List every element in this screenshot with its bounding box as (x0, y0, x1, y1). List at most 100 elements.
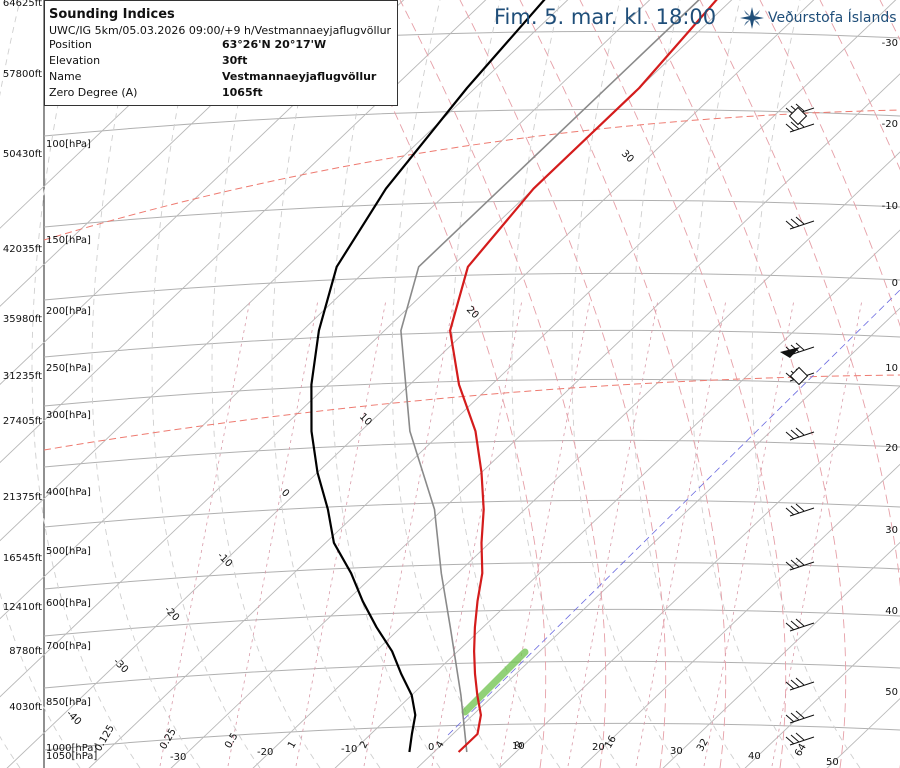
tropopause-marker (789, 366, 809, 386)
wind-barb-flag (785, 561, 795, 570)
height-guide-line (43, 439, 900, 468)
indices-model-line: UWC/IG 5km/05.03.2026 09:00/+9 h/Vestman… (49, 24, 392, 37)
dry-adiabat-line (571, 0, 681, 768)
wind-barb-flag (795, 677, 805, 686)
wind-barb-flag (790, 218, 800, 227)
wind-barb-flag (795, 710, 805, 719)
isotherm-line (0, 0, 569, 542)
wind-barb-flag (785, 681, 795, 690)
moist-adiabat-line (639, 0, 847, 768)
mixing-ratio-line (635, 299, 727, 767)
parcel-profile (400, 0, 700, 753)
pressure-label: 1000[hPa] (46, 743, 97, 754)
height-guide-line (43, 199, 900, 228)
dry-adiabat-line (151, 0, 261, 768)
isotherm-label: -30 (170, 752, 186, 763)
isotherm-line (6, 0, 815, 768)
skew-temperature-label: -10 (215, 550, 234, 569)
dry-adiabat-line (91, 0, 201, 768)
isotherm-line (580, 463, 900, 768)
wind-barb-flag (785, 736, 795, 745)
wind-barb-flag (790, 121, 800, 130)
lower-guide-line (43, 374, 900, 451)
height-label: 35980ft (3, 314, 42, 325)
forecast-time-title: Fim. 5. mar. kl. 18:00 (494, 5, 717, 29)
dry-adiabat-line (211, 0, 321, 768)
height-label: 4030ft (9, 702, 42, 713)
mixing-ratio-label: 4 (434, 739, 447, 750)
shaded-layer-band (461, 648, 529, 716)
pressure-label: 1050[hPa] (46, 751, 97, 762)
dry-adiabat-line (0, 0, 81, 768)
right-axis-label: -30 (882, 38, 898, 49)
freezing-guide-line (447, 289, 900, 736)
isotherm-line (88, 0, 897, 768)
wind-barb-flag (785, 123, 795, 132)
brand-name: Veðurstofa Íslands (768, 10, 897, 26)
isotherm-label: 40 (748, 751, 761, 762)
moist-adiabat-line (339, 0, 547, 768)
height-guide-line (43, 108, 900, 137)
isotherm-line (416, 307, 900, 768)
height-guide-line (43, 329, 900, 358)
pressure-label: 200[hPa] (46, 306, 91, 317)
moist-adiabat-line (399, 0, 607, 768)
right-axis-label: 20 (885, 443, 898, 454)
pressure-label: 600[hPa] (46, 598, 91, 609)
mixing-ratio-label: 1 (286, 739, 299, 750)
wind-barb-flag (790, 734, 800, 743)
right-axis-label: 30 (885, 525, 898, 536)
mixing-ratio-line (363, 299, 455, 767)
height-guide-line (43, 499, 900, 528)
wind-barb-flag (785, 220, 795, 229)
mixing-ratio-line (159, 299, 251, 767)
mixing-ratio-line (499, 299, 591, 767)
height-label: 42035ft (3, 244, 42, 255)
indices-row: Zero Degree (A) 1065ft (49, 85, 393, 101)
height-label: 8780ft (9, 646, 42, 657)
wind-barb-flag (795, 342, 805, 351)
wind-barb-flag (790, 559, 800, 568)
dry-adiabat-line (31, 0, 141, 768)
skew-temperature-label: -30 (111, 656, 130, 675)
pressure-label: 250[hPa] (46, 363, 91, 374)
skew-temperature-label: 10 (357, 411, 374, 428)
height-label: 64625ft (3, 0, 42, 9)
wind-barb-flag (785, 431, 795, 440)
pressure-label: 300[hPa] (46, 410, 91, 421)
isotherm-label: -10 (341, 744, 357, 755)
pressure-label: 500[hPa] (46, 546, 91, 557)
isotherm-label: 10 (512, 741, 525, 752)
indices-row-label: Position (49, 38, 92, 51)
dewpoint-profile (310, 0, 546, 753)
skew-temperature-label: 20 (464, 304, 481, 321)
isotherm-line (252, 151, 900, 768)
moist-adiabat-line (759, 0, 900, 328)
right-axis-label: -20 (882, 119, 898, 130)
sounding-indices-box: Sounding Indices UWC/IG 5km/05.03.2026 0… (44, 0, 398, 106)
isotherm-label: 20 (592, 742, 605, 753)
isotherm-label: -20 (257, 747, 273, 758)
indices-row-label: Name (49, 70, 82, 83)
isotherm-line (0, 0, 405, 386)
wind-barb-flag (785, 714, 795, 723)
indices-row: Position 63°26'N 20°17'W (49, 37, 393, 53)
indices-row-value: Vestmannaeyjaflugvöllur (222, 70, 377, 83)
moist-adiabat-line (819, 0, 900, 171)
isotherm-line (0, 0, 651, 620)
upper-guide-line (43, 109, 900, 241)
right-axis-label: -10 (882, 201, 898, 212)
mixing-ratio-label: 0.125 (93, 723, 117, 753)
dry-adiabat-line (631, 0, 741, 768)
indices-row-value: 30ft (222, 54, 248, 67)
moist-adiabat-line (459, 0, 667, 768)
mixing-ratio-line (295, 299, 387, 767)
mixing-ratio-label: 0.5 (223, 731, 240, 750)
right-axis-label: 50 (885, 687, 898, 698)
right-axis-label: 10 (885, 363, 898, 374)
indices-row: Name Vestmannaeyjaflugvöllur (49, 69, 393, 85)
wind-barb-flag (795, 557, 805, 566)
wind-barb-flag (790, 620, 800, 629)
moist-adiabat-line (699, 0, 900, 768)
wind-barb-flag (795, 216, 805, 225)
